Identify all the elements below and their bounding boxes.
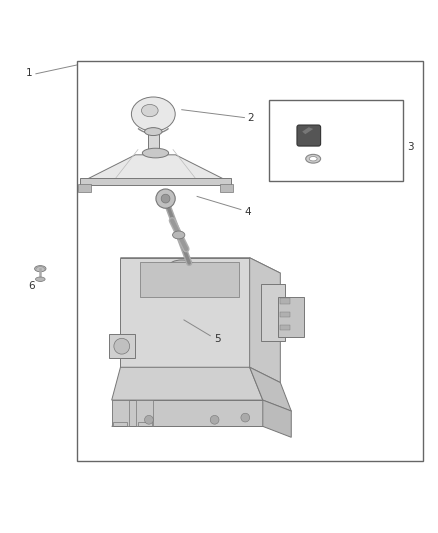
Ellipse shape xyxy=(141,104,158,117)
Ellipse shape xyxy=(131,97,175,131)
Polygon shape xyxy=(112,367,263,400)
Polygon shape xyxy=(136,400,153,426)
Circle shape xyxy=(161,194,170,203)
Bar xyxy=(280,325,290,330)
Polygon shape xyxy=(140,262,239,297)
Circle shape xyxy=(241,413,250,422)
Circle shape xyxy=(114,338,130,354)
Polygon shape xyxy=(302,127,313,134)
Bar xyxy=(80,177,231,184)
Ellipse shape xyxy=(145,128,162,135)
Bar xyxy=(269,100,403,181)
Text: 2: 2 xyxy=(247,113,254,123)
Ellipse shape xyxy=(169,260,195,273)
Bar xyxy=(220,184,233,192)
Ellipse shape xyxy=(35,265,46,272)
Polygon shape xyxy=(112,400,263,426)
Ellipse shape xyxy=(306,155,321,163)
Bar xyxy=(261,284,285,341)
Polygon shape xyxy=(263,400,291,437)
Circle shape xyxy=(156,189,175,208)
Ellipse shape xyxy=(173,231,185,239)
Ellipse shape xyxy=(309,157,317,161)
Text: 1: 1 xyxy=(25,68,32,78)
Ellipse shape xyxy=(147,128,160,135)
Ellipse shape xyxy=(35,277,45,281)
Bar xyxy=(148,132,159,152)
Polygon shape xyxy=(112,411,291,426)
Circle shape xyxy=(145,415,153,424)
Polygon shape xyxy=(112,400,129,426)
Polygon shape xyxy=(250,367,291,411)
Bar xyxy=(78,184,91,192)
Polygon shape xyxy=(120,258,280,273)
FancyBboxPatch shape xyxy=(297,125,321,146)
Polygon shape xyxy=(250,258,280,383)
Text: 6: 6 xyxy=(28,281,35,291)
Ellipse shape xyxy=(142,148,169,158)
Bar xyxy=(280,298,290,304)
Bar xyxy=(77,61,423,462)
Bar xyxy=(109,334,135,359)
Polygon shape xyxy=(120,258,250,367)
Text: 4: 4 xyxy=(244,207,251,217)
Text: 5: 5 xyxy=(214,334,220,344)
Text: 3: 3 xyxy=(407,142,414,152)
Circle shape xyxy=(210,415,219,424)
Bar xyxy=(280,312,290,317)
Polygon shape xyxy=(83,155,228,181)
Bar xyxy=(278,297,304,336)
